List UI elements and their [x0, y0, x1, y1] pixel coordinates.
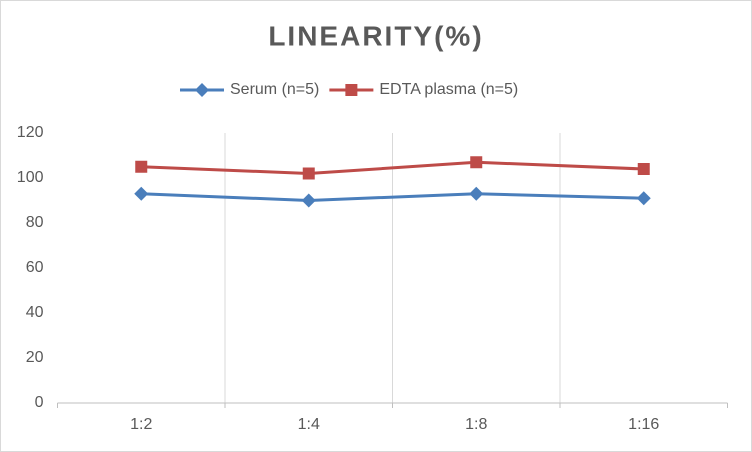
x-tick-label: 1:4	[298, 416, 320, 433]
series-line	[141, 160, 644, 176]
legend-label: EDTA plasma (n=5)	[379, 81, 518, 98]
y-tick-label: 0	[35, 394, 44, 411]
legend-label: Serum (n=5)	[230, 81, 319, 98]
marker	[134, 186, 149, 201]
y-tick-label: 80	[26, 214, 44, 231]
marker	[301, 193, 316, 208]
y-tick-label: 60	[26, 259, 44, 276]
y-tick-label: 40	[26, 304, 44, 321]
series-line	[141, 192, 644, 203]
marker	[637, 163, 650, 175]
x-tick-label: 1:8	[465, 416, 487, 433]
legend-marker	[345, 84, 358, 96]
x-tick-label: 1:16	[628, 416, 659, 433]
marker	[302, 167, 315, 180]
marker	[470, 156, 483, 169]
y-tick-label: 20	[26, 349, 44, 366]
y-tick-label: 120	[17, 124, 44, 141]
y-tick-label: 100	[17, 169, 44, 186]
marker	[469, 186, 484, 201]
chart-title: LINEARITY(%)	[268, 20, 483, 51]
marker	[636, 191, 651, 206]
marker	[135, 160, 148, 173]
x-tick-label: 1:2	[130, 416, 152, 433]
legend-marker	[195, 83, 209, 97]
